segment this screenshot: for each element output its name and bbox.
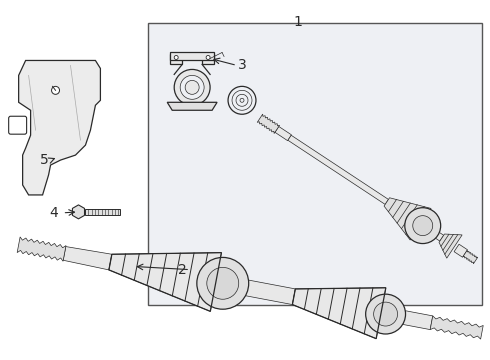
Polygon shape [202, 54, 214, 64]
Ellipse shape [206, 55, 210, 59]
Polygon shape [109, 253, 221, 311]
Text: 4: 4 [50, 206, 58, 220]
Polygon shape [463, 250, 478, 264]
Ellipse shape [197, 257, 249, 309]
Polygon shape [275, 126, 292, 141]
Text: 3: 3 [238, 58, 247, 72]
Ellipse shape [185, 80, 199, 94]
Ellipse shape [174, 55, 178, 59]
Ellipse shape [207, 267, 239, 299]
Ellipse shape [374, 302, 397, 326]
Polygon shape [170, 54, 182, 64]
Polygon shape [384, 198, 431, 240]
Polygon shape [167, 102, 217, 110]
Polygon shape [454, 244, 467, 257]
Polygon shape [430, 316, 483, 339]
Polygon shape [427, 227, 443, 241]
Polygon shape [85, 209, 121, 215]
Text: 5: 5 [40, 153, 49, 167]
Polygon shape [293, 288, 386, 339]
Ellipse shape [51, 86, 59, 94]
Polygon shape [17, 237, 66, 261]
Polygon shape [439, 234, 462, 258]
Ellipse shape [174, 69, 210, 105]
Polygon shape [170, 53, 214, 60]
Text: 1: 1 [294, 15, 302, 29]
Polygon shape [19, 60, 100, 195]
Ellipse shape [405, 208, 441, 244]
Ellipse shape [413, 216, 433, 235]
Polygon shape [63, 247, 112, 270]
Polygon shape [242, 279, 295, 305]
FancyBboxPatch shape [148, 23, 482, 305]
Polygon shape [257, 114, 280, 134]
Text: 2: 2 [178, 263, 187, 276]
Ellipse shape [366, 294, 406, 334]
Polygon shape [403, 311, 433, 330]
Polygon shape [288, 135, 389, 204]
Ellipse shape [180, 75, 204, 99]
